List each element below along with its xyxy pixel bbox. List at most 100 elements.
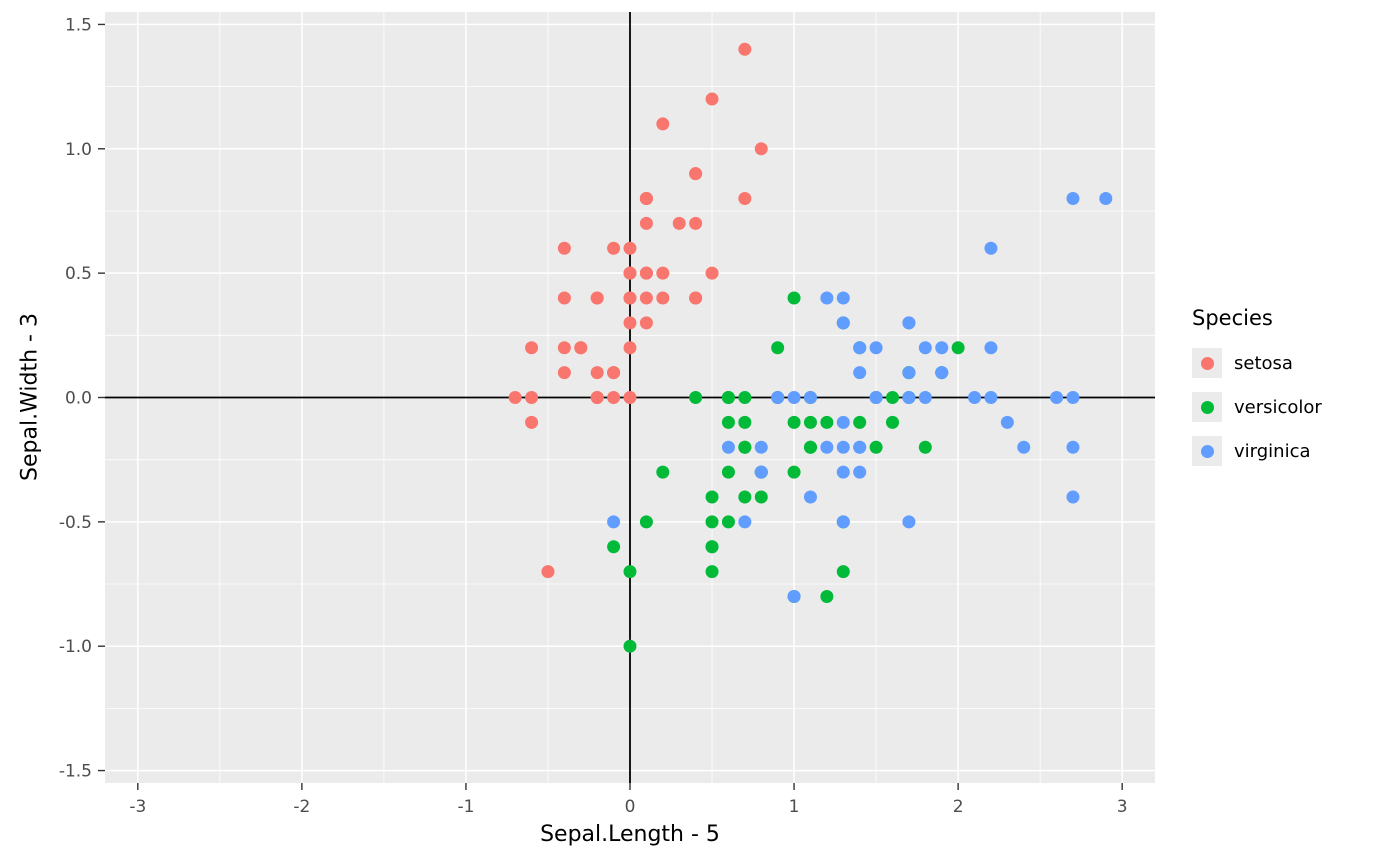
point-setosa — [689, 216, 703, 230]
point-versicolor — [836, 565, 850, 579]
legend-key-icon — [1192, 392, 1222, 422]
legend-entry-virginica: virginica — [1192, 436, 1322, 466]
point-setosa — [639, 216, 653, 230]
point-setosa — [639, 316, 653, 330]
point-virginica — [1017, 440, 1031, 454]
point-virginica — [1066, 490, 1080, 504]
point-virginica — [1066, 440, 1080, 454]
y-tick-label: 1.5 — [65, 15, 92, 35]
point-setosa — [639, 291, 653, 305]
point-versicolor — [853, 415, 867, 429]
point-virginica — [836, 415, 850, 429]
point-versicolor — [951, 341, 965, 355]
point-virginica — [787, 391, 801, 404]
point-versicolor — [787, 415, 801, 429]
point-setosa — [607, 241, 621, 255]
point-versicolor — [639, 515, 653, 529]
point-virginica — [803, 490, 817, 504]
point-versicolor — [705, 565, 719, 579]
x-tick-label: 1 — [789, 797, 800, 817]
point-setosa — [525, 391, 539, 404]
x-tick-label: 3 — [1117, 797, 1128, 817]
point-setosa — [623, 341, 637, 355]
point-setosa — [508, 391, 522, 404]
point-versicolor — [738, 415, 752, 429]
point-versicolor — [820, 589, 834, 603]
point-virginica — [984, 241, 998, 255]
x-tick-label: -2 — [293, 797, 310, 817]
point-versicolor — [721, 465, 735, 479]
legend-key-icon — [1192, 348, 1222, 378]
point-setosa — [656, 117, 670, 131]
point-virginica — [853, 366, 867, 380]
point-virginica — [968, 391, 982, 404]
point-versicolor — [623, 565, 637, 579]
y-tick-label: -1.5 — [59, 762, 92, 782]
point-virginica — [754, 440, 768, 454]
point-virginica — [935, 366, 949, 380]
point-versicolor — [656, 465, 670, 479]
point-versicolor — [607, 540, 621, 554]
point-versicolor — [721, 515, 735, 529]
point-virginica — [803, 391, 817, 404]
legend-entry-label: versicolor — [1234, 396, 1322, 418]
point-setosa — [623, 391, 637, 404]
point-versicolor — [738, 490, 752, 504]
point-setosa — [672, 216, 686, 230]
point-virginica — [869, 391, 883, 404]
point-setosa — [738, 42, 752, 56]
point-virginica — [607, 515, 621, 529]
point-versicolor — [705, 540, 719, 554]
point-versicolor — [721, 415, 735, 429]
point-virginica — [721, 440, 735, 454]
point-virginica — [853, 440, 867, 454]
point-setosa — [525, 341, 539, 355]
legend-dot-icon — [1200, 444, 1214, 458]
legend-entries: setosa versicolor virginica — [1192, 348, 1322, 466]
point-setosa — [574, 341, 588, 355]
legend-entry-label: virginica — [1234, 440, 1311, 462]
point-virginica — [918, 341, 932, 355]
point-versicolor — [738, 440, 752, 454]
point-versicolor — [705, 490, 719, 504]
point-versicolor — [787, 291, 801, 305]
point-setosa — [623, 316, 637, 330]
legend-key-icon — [1192, 436, 1222, 466]
point-versicolor — [689, 391, 703, 404]
point-virginica — [902, 366, 916, 380]
legend-entry-setosa: setosa — [1192, 348, 1322, 378]
point-virginica — [918, 391, 932, 404]
point-setosa — [525, 415, 539, 429]
point-setosa — [689, 167, 703, 181]
point-setosa — [590, 366, 604, 380]
point-virginica — [836, 440, 850, 454]
legend-dot-icon — [1200, 400, 1214, 414]
point-virginica — [836, 465, 850, 479]
point-setosa — [754, 142, 768, 156]
point-setosa — [705, 266, 719, 280]
point-setosa — [623, 241, 637, 255]
point-virginica — [771, 391, 785, 404]
x-tick-label: 2 — [953, 797, 964, 817]
point-setosa — [639, 266, 653, 280]
point-virginica — [1000, 415, 1014, 429]
point-versicolor — [886, 415, 899, 429]
point-setosa — [656, 291, 670, 305]
point-setosa — [557, 241, 571, 255]
point-virginica — [1050, 391, 1064, 404]
point-versicolor — [918, 440, 932, 454]
point-setosa — [738, 192, 752, 206]
point-setosa — [623, 266, 637, 280]
y-tick-label: -1.0 — [59, 637, 92, 657]
point-setosa — [639, 192, 653, 206]
point-versicolor — [803, 415, 817, 429]
point-setosa — [590, 291, 604, 305]
x-tick-label: -3 — [129, 797, 146, 817]
y-tick-label: 0.0 — [65, 389, 92, 409]
y-tick-label: 0.5 — [65, 264, 92, 284]
y-tick-label: -0.5 — [59, 513, 92, 533]
point-setosa — [590, 391, 604, 404]
point-virginica — [1099, 192, 1113, 206]
